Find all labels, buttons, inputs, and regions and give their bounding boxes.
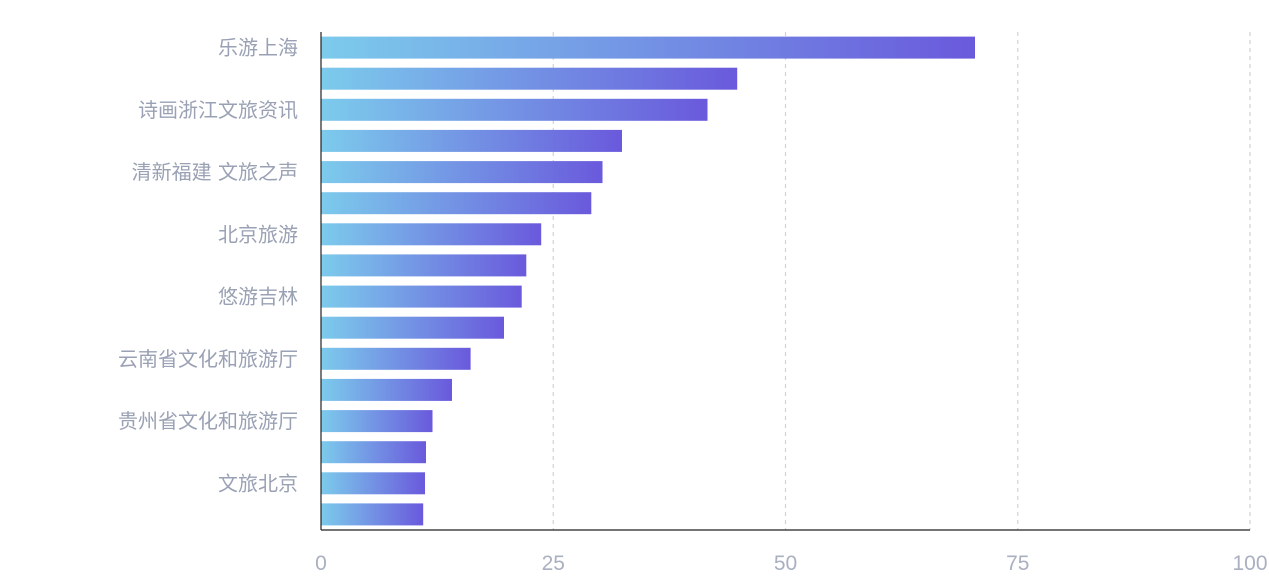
bars: [321, 36, 975, 526]
bar-14: [321, 441, 426, 464]
category-label: 悠游吉林: [218, 285, 298, 309]
bar-8: [321, 254, 527, 277]
category-label: 贵州省文化和旅游厅: [118, 409, 298, 433]
category-label: 文旅北京: [218, 471, 298, 495]
category-label: 清新福建 文旅之声: [132, 160, 298, 184]
category-label: 北京旅游: [218, 222, 298, 246]
bar-9: [321, 285, 522, 308]
axes: [320, 32, 1250, 531]
bar-16: [321, 503, 424, 526]
bar-2: [321, 67, 738, 90]
x-tick-labels: 0 25 50 75 100: [315, 552, 1267, 575]
bar-6: [321, 192, 592, 215]
bar-3: [321, 98, 708, 121]
bar-11: [321, 347, 471, 370]
bar-1: [321, 36, 975, 59]
x-tick-label: 25: [542, 552, 565, 575]
bar-4: [321, 129, 622, 152]
bar-7: [321, 223, 542, 246]
bar-12: [321, 378, 452, 401]
bar-15: [321, 472, 425, 495]
x-tick-label: 100: [1232, 552, 1267, 575]
bar-13: [321, 410, 433, 433]
category-label: 诗画浙江文旅资讯: [138, 98, 298, 122]
category-label: 乐游上海: [218, 36, 298, 60]
bar-5: [321, 161, 603, 184]
category-label: 云南省文化和旅游厅: [118, 347, 298, 371]
x-tick-label: 50: [774, 552, 797, 575]
x-tick-label: 0: [315, 552, 327, 575]
x-tick-label: 75: [1006, 552, 1029, 575]
bar-10: [321, 316, 504, 339]
